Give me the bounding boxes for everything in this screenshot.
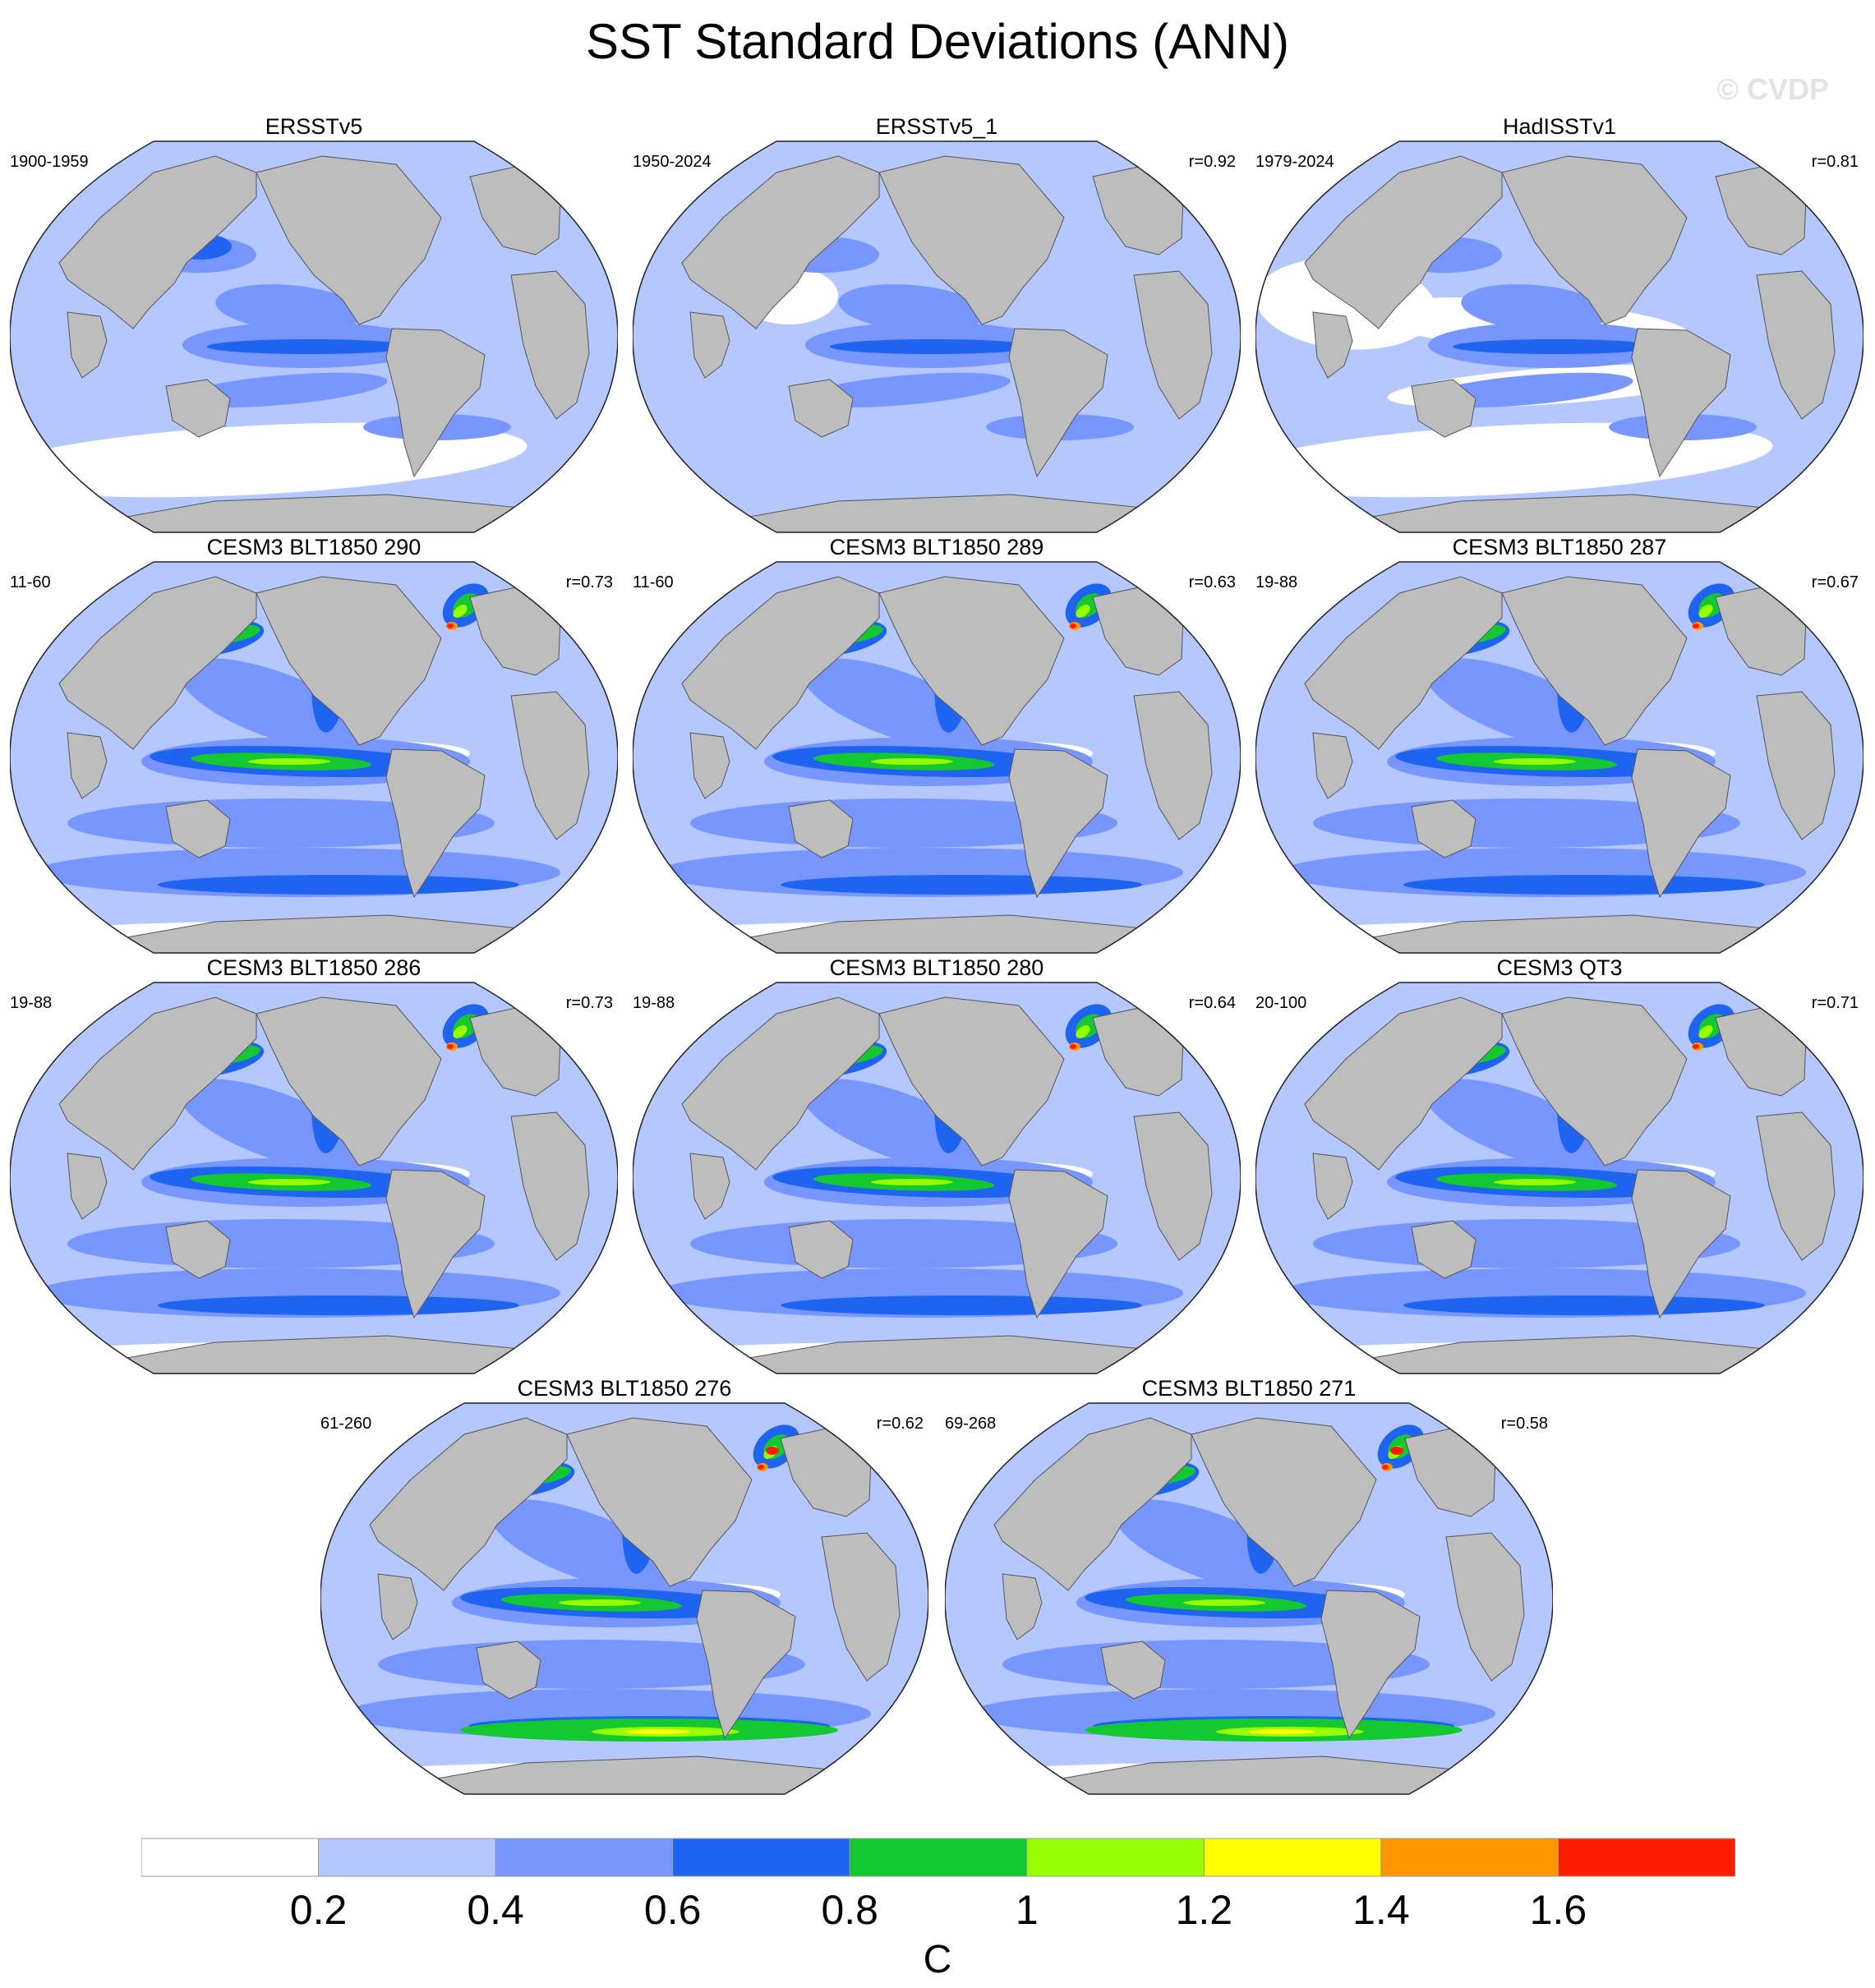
panel-title: CESM3 BLT1850 287 [1452,535,1667,559]
colorbar-box [1203,1838,1382,1877]
panel-year-range: 19-88 [633,994,675,1012]
credit-watermark: © CVDP [1716,72,1829,106]
map-panel: CESM3 QT3 20-100 r=0.71 [1255,955,1863,1375]
colorbar-box [318,1838,496,1877]
panel-year-range: 11-60 [633,573,674,591]
panel-year-range: 11-60 [10,573,51,591]
panel-year-range: 19-88 [10,994,53,1012]
robinson-map [320,1402,928,1795]
colorbar-box [849,1838,1028,1877]
panel-correlation: r=0.58 [1500,1415,1548,1433]
map-panel: ERSSTv5 1900-1959 [10,114,618,534]
colorbar-box [141,1838,320,1877]
panel-title: CESM3 BLT1850 289 [829,535,1044,559]
colorbar-box [1026,1838,1205,1877]
panel-title: CESM3 QT3 [1496,955,1623,980]
panel-year-range: 20-100 [1255,994,1307,1012]
robinson-map [10,561,618,954]
panel-correlation: r=0.92 [1188,153,1236,171]
colorbar-box [495,1838,674,1877]
map-panel: CESM3 BLT1850 290 11-60 r=0.73 [10,535,618,955]
panel-title: CESM3 BLT1850 290 [206,535,422,559]
colorbar-tick-label: 1.4 [1352,1887,1410,1933]
panel-correlation: r=0.62 [876,1415,924,1433]
robinson-map [1255,561,1863,954]
colorbar-tick-label: 1.6 [1529,1887,1587,1933]
panel-year-range: 1979-2024 [1255,153,1334,171]
map-panel: CESM3 BLT1850 280 19-88 r=0.64 [633,955,1241,1375]
panel-title: CESM3 BLT1850 280 [829,955,1044,980]
panel-correlation: r=0.63 [1188,573,1236,591]
robinson-map [633,982,1241,1374]
panel-title: CESM3 BLT1850 271 [1141,1376,1357,1401]
colorbar-tick-label: 0.2 [289,1887,348,1933]
figure-title: SST Standard Deviations (ANN) [586,14,1289,69]
colorbar [141,1838,1735,1877]
panel-correlation: r=0.71 [1811,994,1859,1012]
panel-year-range: 19-88 [1255,573,1298,591]
panel-title: CESM3 BLT1850 276 [517,1376,732,1401]
colorbar-tick-label: 0.8 [821,1887,878,1933]
map-panel: CESM3 BLT1850 287 19-88 r=0.67 [1255,535,1863,955]
panel-title: CESM3 BLT1850 286 [206,955,422,980]
colorbar-box [672,1838,850,1877]
map-panel: ERSSTv5_1 1950-2024 r=0.92 [633,114,1241,534]
map-panel: CESM3 BLT1850 289 11-60 r=0.63 [633,535,1241,955]
panel-correlation: r=0.67 [1811,573,1859,591]
panel-correlation: r=0.73 [565,994,613,1012]
panel-title: ERSSTv5_1 [875,114,998,139]
map-panel: CESM3 BLT1850 271 69-268 r=0.58 [945,1376,1553,1796]
map-panel: CESM3 BLT1850 286 19-88 r=0.73 [10,955,618,1375]
robinson-map [945,1402,1553,1795]
robinson-map [633,561,1241,954]
robinson-map [1255,140,1863,533]
colorbar-box [1557,1838,1735,1877]
panel-correlation: r=0.64 [1188,994,1236,1012]
robinson-map [10,140,618,533]
colorbar-box [1380,1838,1559,1877]
colorbar-tick-label: 0.6 [643,1887,702,1933]
map-panel: CESM3 BLT1850 276 61-260 r=0.62 [320,1376,928,1796]
panel-correlation: r=0.73 [565,573,613,591]
colorbar-tick-label: 0.4 [467,1887,524,1933]
colorbar-tick-label: 1.2 [1175,1887,1233,1933]
panel-year-range: 1900-1959 [10,153,89,171]
colorbar-tick-label: 1 [1015,1887,1039,1933]
panel-title: ERSSTv5 [265,114,363,139]
panel-year-range: 61-260 [320,1415,372,1433]
panel-year-range: 1950-2024 [633,153,712,171]
robinson-map [10,982,618,1374]
panel-correlation: r=0.81 [1811,153,1859,171]
robinson-map [633,140,1241,533]
map-panel: HadISSTv1 1979-2024 r=0.81 [1255,114,1863,534]
panel-title: HadISSTv1 [1502,114,1617,139]
robinson-map [1255,982,1863,1374]
colorbar-unit: C [923,1938,952,1981]
panel-year-range: 69-268 [945,1415,997,1433]
